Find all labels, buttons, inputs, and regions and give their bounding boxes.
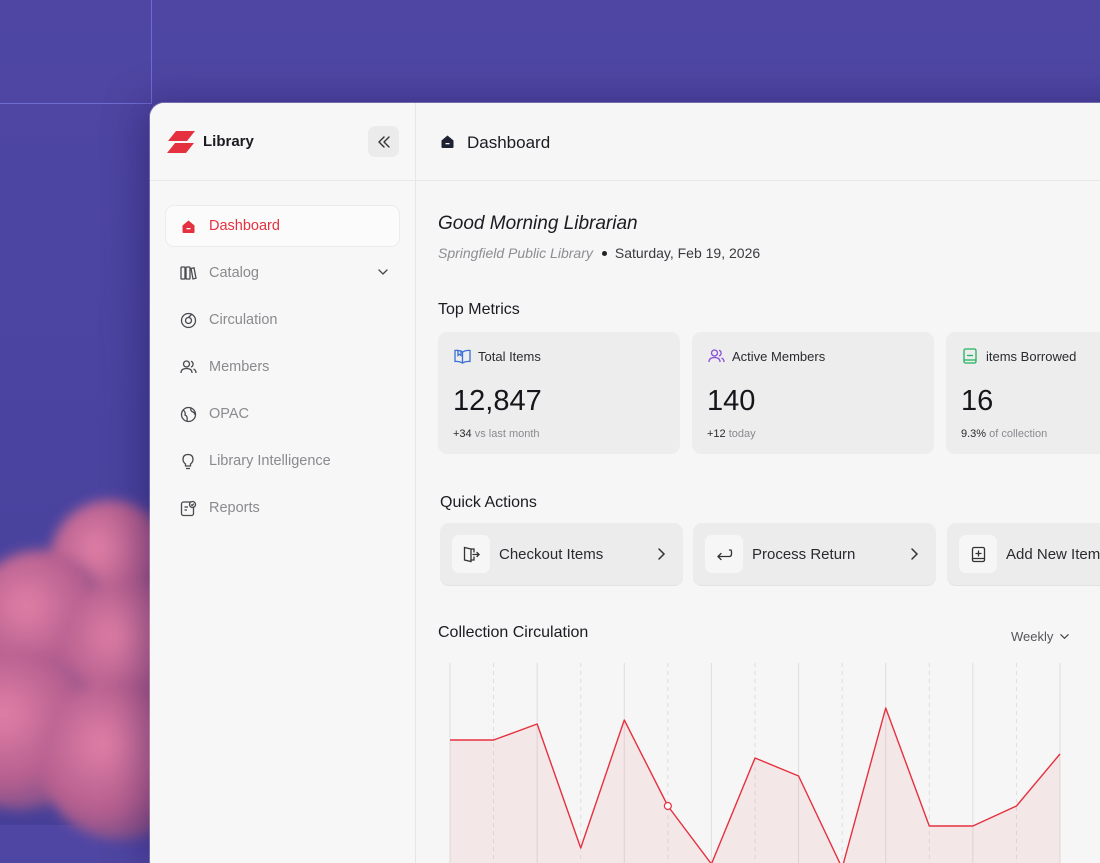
- sidebar-item-label: Reports: [209, 500, 260, 516]
- metric-card-active-members: Active Members 140 +12 today: [692, 332, 934, 454]
- greeting-title: Good Morning Librarian: [438, 213, 638, 234]
- sidebar-item-label: OPAC: [209, 406, 250, 422]
- period-select[interactable]: Weekly: [1011, 629, 1070, 644]
- members-icon: [707, 347, 725, 365]
- metric-card-items-borrowed: items Borrowed 16 9.3% of collection: [946, 332, 1100, 454]
- chevron-down-icon: [378, 269, 388, 275]
- sidebar-item-circulation[interactable]: Circulation: [166, 300, 399, 340]
- sidebar-item-label: Catalog: [209, 265, 259, 281]
- metric-delta-text: today: [728, 428, 756, 440]
- collapse-sidebar-button[interactable]: [368, 126, 399, 157]
- circulation-chart: [449, 663, 1061, 863]
- sidebar-item-dashboard[interactable]: Dashboard: [166, 206, 399, 246]
- sidebar-item-library-intelligence[interactable]: Library Intelligence: [166, 441, 399, 481]
- chevron-down-icon: [1060, 634, 1070, 640]
- metric-value: 12,847: [453, 385, 542, 417]
- sidebar-item-catalog[interactable]: Catalog: [166, 253, 399, 293]
- quick-action-label: Add New Item: [1006, 546, 1100, 563]
- metric-label: items Borrowed: [961, 347, 1076, 365]
- chart-point-highlight[interactable]: [663, 801, 672, 811]
- chevron-right-icon: [911, 548, 919, 560]
- top-metrics-title: Top Metrics: [438, 301, 520, 318]
- circulation-icon: [179, 311, 197, 329]
- lightbulb-icon: [179, 452, 197, 470]
- collection-circulation-title: Collection Circulation: [438, 624, 589, 641]
- sidebar-header: Library: [150, 103, 415, 181]
- metric-value: 16: [961, 385, 994, 417]
- metric-delta: 9.3%: [961, 428, 987, 440]
- sidebar-nav: Dashboard Catalog Circulation Members: [166, 206, 399, 535]
- library-name: Springfield Public Library: [438, 245, 593, 261]
- quick-action-label: Process Return: [752, 546, 856, 563]
- sidebar-item-label: Members: [209, 359, 270, 375]
- metric-note: +34 vs last month: [453, 428, 540, 440]
- metric-label: Total Items: [453, 347, 541, 365]
- chart-area: [450, 708, 1060, 863]
- period-select-value: Weekly: [1011, 629, 1054, 644]
- metric-note: +12 today: [707, 428, 756, 440]
- books-icon: [179, 264, 197, 282]
- return-icon: [705, 535, 743, 573]
- page-title: Dashboard: [467, 133, 551, 152]
- quick-actions-title: Quick Actions: [440, 494, 537, 511]
- home-icon: [441, 135, 454, 148]
- book-icon: [961, 347, 979, 365]
- sidebar-item-opac[interactable]: OPAC: [166, 394, 399, 434]
- metric-label-text: items Borrowed: [986, 348, 1077, 364]
- metric-label: Active Members: [707, 347, 825, 365]
- greeting-subtitle: Springfield Public Library Saturday, Feb…: [438, 245, 760, 261]
- metric-delta: +34: [453, 428, 472, 440]
- checkout-items-button[interactable]: Checkout Items: [440, 523, 683, 585]
- metric-value: 140: [707, 385, 756, 417]
- sidebar-item-reports[interactable]: Reports: [166, 488, 399, 528]
- reports-icon: [179, 499, 197, 517]
- metric-delta-text: of collection: [989, 428, 1048, 440]
- metric-label-text: Active Members: [732, 348, 826, 364]
- current-date: Saturday, Feb 19, 2026: [614, 245, 761, 261]
- metric-delta-text: vs last month: [474, 428, 540, 440]
- double-chevron-left-icon: [377, 135, 390, 148]
- sidebar-item-label: Library Intelligence: [209, 453, 331, 469]
- main-content: Dashboard Good Morning Librarian Springf…: [416, 103, 1100, 863]
- book-open-icon: [453, 347, 471, 365]
- metric-card-total-items: Total Items 12,847 +34 vs last month: [438, 332, 680, 454]
- chevron-right-icon: [658, 548, 666, 560]
- guide-line-vertical: [151, 0, 152, 104]
- separator-dot: [601, 250, 607, 256]
- add-new-item-button[interactable]: Add New Item: [947, 523, 1100, 585]
- sidebar-item-members[interactable]: Members: [166, 347, 399, 387]
- home-icon: [179, 217, 197, 235]
- guide-line-horizontal: [0, 103, 151, 104]
- process-return-button[interactable]: Process Return: [693, 523, 936, 585]
- quick-action-label: Checkout Items: [499, 546, 604, 563]
- sidebar: Library Dashboard Catalog: [150, 103, 416, 863]
- metric-delta: +12: [707, 428, 726, 440]
- metric-label-text: Total Items: [478, 348, 541, 364]
- globe-icon: [179, 405, 197, 423]
- brand-name: Library: [203, 133, 254, 150]
- library-logo-icon: [167, 131, 195, 153]
- sidebar-item-label: Dashboard: [209, 218, 280, 234]
- add-item-icon: [959, 535, 997, 573]
- checkout-icon: [452, 535, 490, 573]
- metric-note: 9.3% of collection: [961, 428, 1047, 440]
- members-icon: [179, 358, 197, 376]
- main-header: Dashboard: [416, 103, 1100, 181]
- app-window: Library Dashboard Catalog: [150, 103, 1100, 863]
- sidebar-item-label: Circulation: [209, 312, 278, 328]
